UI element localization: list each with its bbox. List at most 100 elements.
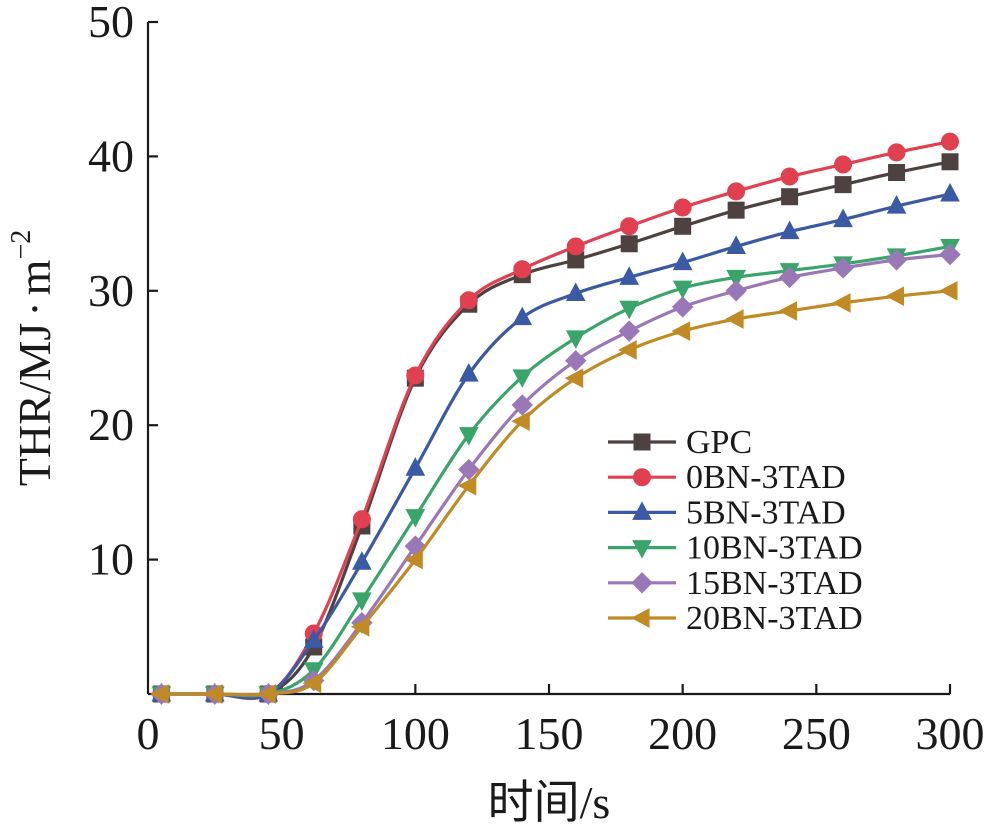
data-point <box>457 475 477 496</box>
data-point <box>940 182 960 202</box>
data-point <box>302 673 322 694</box>
data-point <box>672 280 693 300</box>
x-axis-title: 时间/s <box>488 777 611 828</box>
data-point <box>459 291 478 310</box>
data-point <box>939 243 961 266</box>
data-point <box>511 411 530 431</box>
data-point <box>405 509 426 528</box>
data-point <box>512 369 533 388</box>
data-point <box>513 260 532 279</box>
data-point <box>458 427 479 446</box>
data-point <box>780 167 799 186</box>
legend-marker <box>633 468 651 487</box>
data-point <box>832 257 854 279</box>
data-point <box>620 235 638 253</box>
y-axis-title-dot: · <box>9 301 60 316</box>
data-point <box>673 198 692 217</box>
data-point <box>352 510 371 529</box>
legend-item: 15BN-3TAD <box>608 565 863 602</box>
data-point <box>150 684 169 704</box>
x-tick-label: 300 <box>916 708 985 759</box>
x-tick-label: 150 <box>515 708 584 759</box>
x-ticks: 0 50 100 150 200 250 300 <box>137 684 985 759</box>
data-point <box>726 269 746 289</box>
legend-item: 0BN-3TAD <box>608 459 846 496</box>
data-point <box>727 182 746 201</box>
legend-item: 20BN-3TAD <box>608 600 863 637</box>
y-tick-label: 50 <box>88 0 134 47</box>
series-line <box>159 252 952 697</box>
data-point <box>511 394 533 416</box>
y-axis-title-main: THR/MJ <box>9 323 60 487</box>
data-point <box>618 340 637 360</box>
data-point <box>831 293 851 313</box>
legend-marker <box>633 433 651 451</box>
data-point <box>887 143 906 162</box>
data-point <box>778 301 798 321</box>
data-point <box>781 188 799 206</box>
legend: GPC0BN-3TAD5BN-3TAD10BN-3TAD15BN-3TAD20B… <box>608 424 863 637</box>
x-tick-label: 50 <box>259 708 305 759</box>
y-tick-label: 30 <box>88 265 134 316</box>
data-point <box>833 208 853 228</box>
data-point <box>512 306 533 326</box>
data-point <box>406 366 425 385</box>
data-point <box>674 217 692 235</box>
x-axis-title-main: 时间 <box>488 777 580 828</box>
data-point <box>886 195 907 214</box>
y-tick-label: 10 <box>88 534 134 585</box>
data-point <box>352 551 372 570</box>
x-axis-title-unit: /s <box>580 777 611 828</box>
data-point <box>404 549 423 570</box>
data-point <box>725 280 747 302</box>
data-point <box>458 458 480 481</box>
x-tick-label: 250 <box>782 708 851 759</box>
legend-label: 10BN-3TAD <box>686 530 863 567</box>
y-axis-title-exponent: −2 <box>6 230 37 260</box>
data-point <box>938 280 958 301</box>
series-layer <box>150 132 961 706</box>
data-point <box>565 282 586 301</box>
x-tick-label: 100 <box>381 708 450 759</box>
data-point <box>405 457 426 476</box>
legend-item: 10BN-3TAD <box>608 530 863 567</box>
legend-label: 5BN-3TAD <box>686 494 846 531</box>
legend-label: 15BN-3TAD <box>686 565 863 602</box>
series-20bn-3tad <box>150 280 958 704</box>
data-point <box>727 201 745 219</box>
data-point <box>203 684 223 704</box>
y-tick-label: 20 <box>88 399 134 450</box>
x-tick-label: 200 <box>648 708 717 759</box>
legend-label: 0BN-3TAD <box>686 459 846 496</box>
data-point <box>834 176 852 194</box>
legend-label: 20BN-3TAD <box>686 600 863 637</box>
y-axis-title-unit: m <box>9 259 60 295</box>
data-point <box>352 592 372 611</box>
legend-label: GPC <box>686 424 752 461</box>
data-point <box>941 153 959 171</box>
data-point <box>888 164 906 182</box>
legend-item: GPC <box>608 424 752 461</box>
data-point <box>458 363 479 382</box>
data-point <box>303 629 324 648</box>
data-point <box>565 330 586 349</box>
data-point <box>257 684 276 704</box>
data-point <box>726 235 746 254</box>
data-point <box>885 249 908 271</box>
data-point <box>834 155 853 174</box>
data-point <box>565 349 587 372</box>
data-point <box>671 296 694 318</box>
y-axis-title: THR/MJ · m−2 <box>6 230 60 487</box>
legend-marker <box>632 501 652 520</box>
data-point <box>566 237 585 256</box>
data-point <box>618 320 640 342</box>
data-point <box>778 266 801 289</box>
legend-marker <box>631 572 653 594</box>
data-point <box>350 616 370 637</box>
data-point <box>779 220 800 240</box>
legend-marker <box>632 540 652 559</box>
x-tick-label: 0 <box>137 708 160 759</box>
data-point <box>671 321 691 341</box>
data-point <box>672 251 693 271</box>
